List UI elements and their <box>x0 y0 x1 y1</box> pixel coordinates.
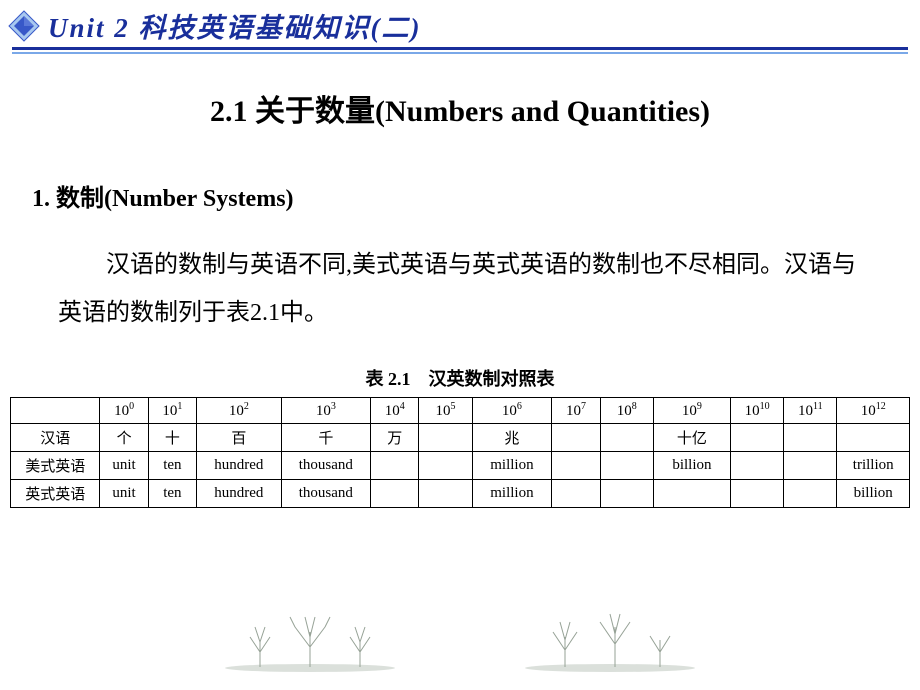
table-header-cell: 1011 <box>784 398 837 424</box>
table-header-cell: 108 <box>600 398 653 424</box>
table-cell: 万 <box>371 424 419 452</box>
table-header-cell: 109 <box>653 398 730 424</box>
table-cell: billion <box>837 480 910 508</box>
table-header-cell: 1010 <box>731 398 784 424</box>
table-row: 汉语个十百千万 兆 十亿 <box>11 424 910 452</box>
table-cell <box>371 452 419 480</box>
section-title: 2.1 关于数量(Numbers and Quantities) <box>0 86 920 130</box>
table-cell <box>552 424 600 452</box>
tree-art-left <box>220 602 400 672</box>
footer-decoration <box>0 602 920 682</box>
table-cell: ten <box>148 452 196 480</box>
table-cell: 千 <box>281 424 370 452</box>
table-cell <box>552 480 600 508</box>
table-cell <box>731 424 784 452</box>
table-cell <box>600 424 653 452</box>
subsection-heading: 1. 数制(Number Systems) <box>32 178 920 213</box>
table-header-cell: 104 <box>371 398 419 424</box>
table-cell: 十 <box>148 424 196 452</box>
table-cell <box>419 424 472 452</box>
body-paragraph: 汉语的数制与英语不同,美式英语与英式英语的数制也不尽相同。汉语与英语的数制列于表… <box>58 241 862 337</box>
table-cell: hundred <box>197 480 282 508</box>
table-row: 美式英语unittenhundredthousand million billion… <box>11 452 910 480</box>
diamond-icon <box>8 10 40 42</box>
table-header-cell: 100 <box>100 398 148 424</box>
table-cell: 个 <box>100 424 148 452</box>
table-header-cell <box>11 398 100 424</box>
table-cell: ten <box>148 480 196 508</box>
table-cell: 十亿 <box>653 424 730 452</box>
table-cell <box>784 480 837 508</box>
tree-art-right <box>520 602 700 672</box>
number-system-table: 1001011021031041051061071081091010101110… <box>10 397 910 508</box>
table-cell <box>371 480 419 508</box>
table-cell <box>419 452 472 480</box>
table-cell: 汉语 <box>11 424 100 452</box>
table-cell: trillion <box>837 452 910 480</box>
table-cell: thousand <box>281 452 370 480</box>
table-cell: 美式英语 <box>11 452 100 480</box>
table-cell <box>552 452 600 480</box>
table-header-cell: 105 <box>419 398 472 424</box>
table-header-row: 1001011021031041051061071081091010101110… <box>11 398 910 424</box>
table-cell <box>731 480 784 508</box>
table-cell: billion <box>653 452 730 480</box>
table-cell: thousand <box>281 480 370 508</box>
header-bar: Unit 2 科技英语基础知识(二) <box>0 0 920 45</box>
table-header-cell: 1012 <box>837 398 910 424</box>
table-body: 汉语个十百千万 兆 十亿美式英语unittenhundredthousand mill… <box>11 424 910 508</box>
table-cell: hundred <box>197 452 282 480</box>
table-cell: million <box>472 480 552 508</box>
table-header-cell: 103 <box>281 398 370 424</box>
table-cell: 百 <box>197 424 282 452</box>
table-cell: million <box>472 452 552 480</box>
table-cell <box>600 480 653 508</box>
table-cell <box>784 424 837 452</box>
header-underline <box>12 47 908 54</box>
table-header-cell: 107 <box>552 398 600 424</box>
table-cell <box>837 424 910 452</box>
table-cell: unit <box>100 452 148 480</box>
table-cell <box>784 452 837 480</box>
table-caption: 表 2.1 汉英数制对照表 <box>0 365 920 391</box>
table-header-cell: 102 <box>197 398 282 424</box>
unit-title: Unit 2 科技英语基础知识(二) <box>48 6 422 45</box>
table-cell: unit <box>100 480 148 508</box>
table-cell <box>419 480 472 508</box>
table-cell: 兆 <box>472 424 552 452</box>
table-row: 英式英语unittenhundredthousand million billion <box>11 480 910 508</box>
table-cell <box>731 452 784 480</box>
table-cell <box>600 452 653 480</box>
table-cell: 英式英语 <box>11 480 100 508</box>
table-header-cell: 101 <box>148 398 196 424</box>
table-cell <box>653 480 730 508</box>
table-header-cell: 106 <box>472 398 552 424</box>
table-head: 1001011021031041051061071081091010101110… <box>11 398 910 424</box>
